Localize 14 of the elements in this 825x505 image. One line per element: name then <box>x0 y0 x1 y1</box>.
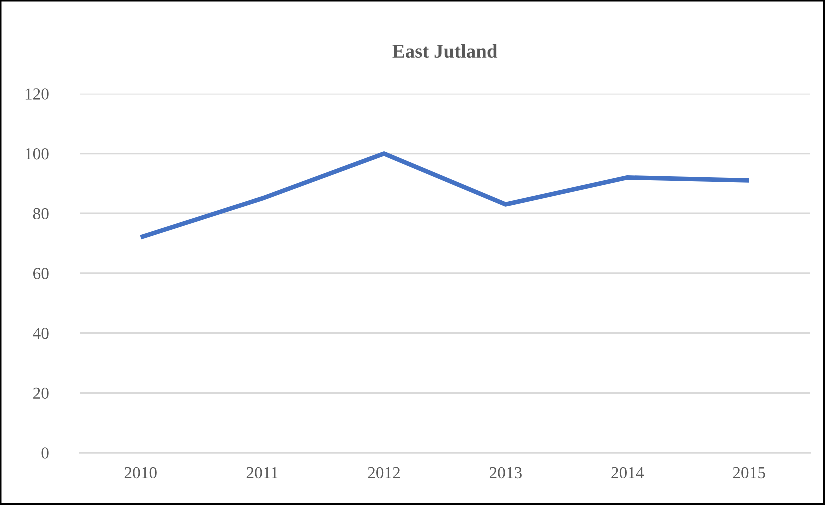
x-tick-label: 2012 <box>368 467 400 479</box>
chart-title: East Jutland <box>392 44 498 58</box>
y-tick-label: 60 <box>34 268 49 280</box>
x-tick-label: 2014 <box>612 467 644 479</box>
y-tick-label: 100 <box>26 148 49 160</box>
y-tick-label: 80 <box>33 208 49 220</box>
y-tick-label: 0 <box>42 448 49 459</box>
y-tick-label: 20 <box>34 388 49 400</box>
x-tick-label: 2011 <box>246 467 278 479</box>
y-tick-label: 120 <box>26 88 49 100</box>
x-tick-label: 2013 <box>490 467 522 479</box>
x-tick-label: 2015 <box>733 467 766 479</box>
x-tick-label: 2010 <box>124 467 157 479</box>
y-tick-label: 40 <box>33 328 49 340</box>
